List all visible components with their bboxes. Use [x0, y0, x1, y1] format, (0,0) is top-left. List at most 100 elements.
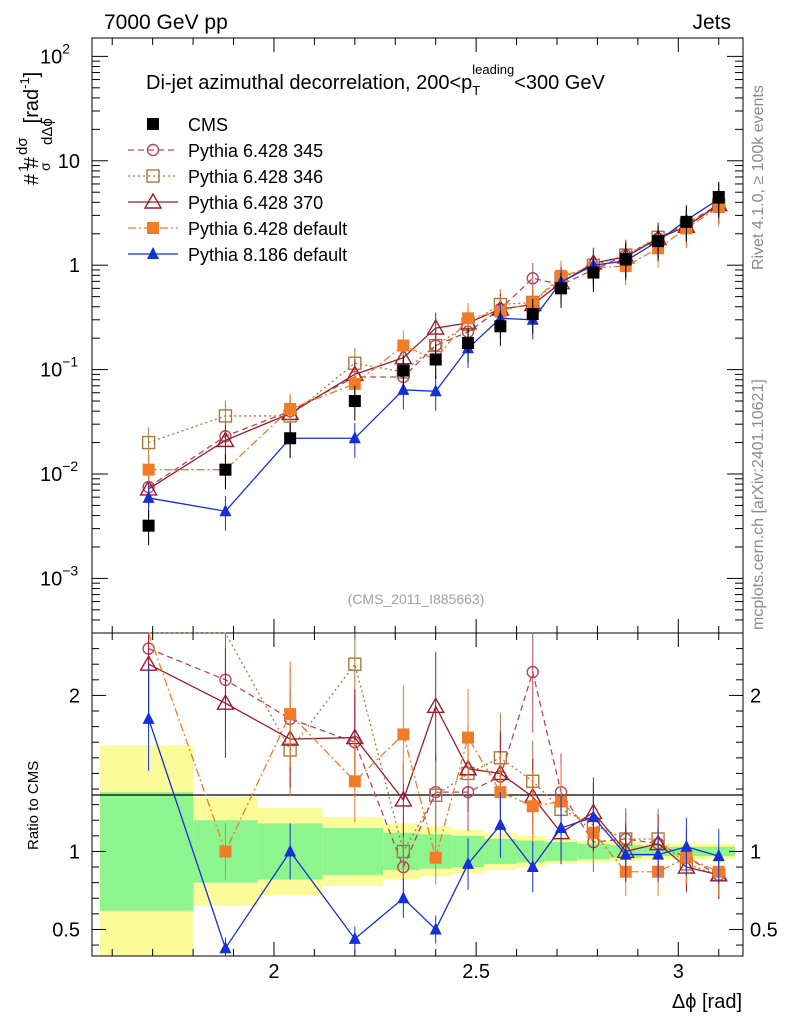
- data-point: [462, 312, 475, 325]
- x-axis-label: Δϕ [rad]: [672, 991, 742, 1013]
- ratio-y-tick-label: 2: [750, 685, 761, 707]
- data-point: [462, 336, 475, 349]
- ratio-point: [462, 731, 475, 744]
- band-inner-bin: [322, 828, 384, 875]
- ratio-point: [428, 788, 443, 802]
- ratio-point: [216, 693, 235, 710]
- y-tick-label: 10−3: [40, 562, 78, 590]
- axes-frames: [91, 37, 744, 957]
- series-cms: [142, 181, 725, 546]
- legend: CMS Pythia 6.428 345 Pythia 6.428 346 Pythi…: [128, 115, 347, 265]
- data-point: [494, 320, 507, 333]
- data-point: [587, 266, 600, 279]
- series-line: [148, 204, 720, 444]
- legend-marker: [146, 169, 160, 183]
- ratio-point: [494, 817, 507, 830]
- series-pythia-8-186-default-ratio: [142, 666, 725, 956]
- ratio-point: [429, 851, 442, 864]
- svg-text:#1#dσ[rad-1]: #1#dσ[rad-1]: [14, 72, 43, 185]
- data-point: [348, 395, 361, 408]
- x-tick-label: 2.5: [462, 961, 490, 983]
- ratio-point: [284, 844, 297, 857]
- data-point: [216, 430, 235, 448]
- data-point: [397, 339, 410, 352]
- data-point: [218, 409, 233, 423]
- data-point: [680, 215, 693, 228]
- ratio-y-label: Ratio to CMS: [25, 761, 42, 850]
- legend-marker: [147, 118, 159, 130]
- ratio-point: [348, 931, 361, 944]
- band-inner-bin: [383, 832, 420, 871]
- data-point: [141, 435, 156, 450]
- legend-label: Pythia 6.428 default: [188, 219, 347, 239]
- legend-label: Pythia 6.428 370: [188, 193, 323, 213]
- data-point: [429, 353, 442, 366]
- ratio-point: [348, 775, 361, 788]
- y-tick-label: 102: [40, 40, 70, 68]
- ratio-point: [396, 844, 411, 859]
- data-point: [219, 463, 232, 476]
- data-point: [555, 282, 568, 295]
- axis-ticks: 2 2.5 3 10−3 10−2 10−1 1 10 102 0.5 0.5 1 1 2 2: [40, 38, 778, 983]
- header-left: 7000 GeV pp: [104, 11, 228, 34]
- ratio-y-tick-label: 1: [69, 841, 80, 863]
- ratio-y-tick-label: 0.5: [750, 919, 778, 941]
- ratio-point: [587, 810, 600, 823]
- legend-label: Pythia 6.428 346: [188, 167, 323, 187]
- ratio-point: [397, 891, 410, 904]
- ratio-point: [394, 790, 413, 807]
- ratio-point: [284, 708, 297, 721]
- legend-label: CMS: [188, 115, 228, 135]
- ratio-point: [219, 845, 232, 858]
- data-point: [526, 308, 539, 321]
- y-tick-label: 10: [58, 151, 80, 173]
- data-point: [619, 252, 632, 265]
- ratio-point: [652, 847, 665, 860]
- ratio-point: [219, 941, 232, 954]
- ratio-point: [526, 860, 539, 873]
- chart-title: Di-jet azimuthal decorrelation, 200<pTle…: [146, 62, 605, 98]
- band-inner-bin: [100, 792, 194, 911]
- data-point: [142, 490, 155, 503]
- ratio-point: [526, 665, 539, 679]
- legend-item: Pythia 8.186 default: [128, 245, 347, 265]
- legend-item: CMS: [147, 115, 228, 135]
- y-tick-label: 10−2: [40, 458, 78, 486]
- ratio-point: [462, 856, 475, 869]
- band-inner-bin: [516, 840, 545, 863]
- ratio-point: [142, 711, 155, 724]
- ratio-point: [348, 657, 362, 671]
- ratio-point: [526, 800, 539, 813]
- ratio-y-tick-label: 2: [69, 685, 80, 707]
- data-point: [142, 519, 155, 532]
- legend-item: Pythia 6.428 346: [128, 167, 323, 187]
- ratio-y-tick-label: 0.5: [52, 919, 80, 941]
- y-tick-label: 1: [69, 255, 80, 277]
- band-inner-bin: [641, 846, 671, 857]
- legend-marker: [143, 192, 163, 209]
- legend-marker: [147, 222, 159, 234]
- legend-label: Pythia 8.186 default: [188, 245, 347, 265]
- svg-text:σ: σ: [37, 162, 53, 171]
- legend-item: Pythia 6.428 345: [128, 141, 323, 161]
- main-series: [139, 181, 728, 546]
- legend-label: Pythia 6.428 345: [188, 141, 323, 161]
- data-point: [526, 272, 539, 285]
- ratio-point: [426, 696, 445, 714]
- ratio-point: [712, 849, 725, 862]
- data-point: [712, 190, 725, 203]
- data-point: [142, 463, 155, 476]
- ratio-series: [139, 632, 728, 956]
- legend-marker: [146, 143, 160, 157]
- data-point: [652, 235, 665, 248]
- x-tick-label: 2: [268, 961, 279, 983]
- rivet-label: Rivet 4.1.0, ≥ 100k events: [750, 85, 767, 270]
- y-tick-label: 10−1: [40, 354, 78, 382]
- svg-text:dΔϕ: dΔϕ: [39, 118, 56, 145]
- ratio-point: [680, 839, 693, 852]
- legend-item: Pythia 6.428 default: [128, 219, 347, 239]
- data-point: [284, 432, 297, 445]
- data-point: [219, 504, 232, 517]
- header-right: Jets: [692, 11, 731, 34]
